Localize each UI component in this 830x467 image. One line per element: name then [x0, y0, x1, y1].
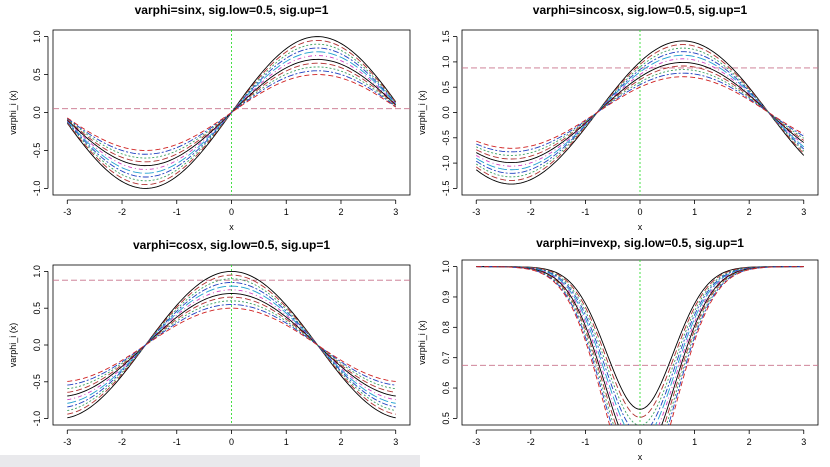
x-axis-label: x — [229, 222, 234, 232]
series-line-5 — [476, 54, 805, 171]
curves — [462, 30, 818, 195]
x-tick-label: 2 — [338, 207, 343, 217]
x-tick-label: 3 — [801, 207, 806, 217]
y-axis-label: varphi_i (x) — [417, 90, 427, 135]
panel-invexp: varphi=invexp, sig.low=0.5, sig.up=1 -3 -2… — [417, 236, 819, 462]
y-tick-label: 0.0 — [441, 106, 451, 119]
x-tick-label: -1 — [173, 207, 181, 217]
series-line-3 — [66, 43, 397, 182]
panel-cos: varphi=cosx, sig.low=0.5, sig.up=1 -3 -2 -1… — [8, 238, 411, 462]
x-tick-label: 2 — [338, 437, 343, 447]
x-tick-label: 3 — [393, 207, 398, 217]
x-tick-label: -1 — [581, 437, 589, 447]
series-line-1 — [475, 40, 805, 185]
x-axis-label: x — [638, 452, 643, 462]
y-tick-label: 0.5 — [32, 68, 42, 81]
bottom-bar — [0, 455, 420, 467]
series-line-10 — [67, 70, 396, 155]
y-axis-label: varphi_i (x) — [417, 320, 427, 365]
y-tick-label: 1.0 — [441, 260, 451, 273]
series-line-8 — [476, 266, 804, 425]
y-tick-label: 1.0 — [32, 30, 42, 43]
series-line-2 — [476, 266, 804, 418]
series-line-1 — [67, 270, 396, 419]
y-tick-label: 0.8 — [441, 321, 451, 334]
x-tick-label: -3 — [63, 207, 71, 217]
panel-title: varphi=cosx, sig.low=0.5, sig.up=1 — [133, 238, 330, 252]
y-tick-label: 0.5 — [441, 81, 451, 94]
series-line-7 — [67, 293, 396, 397]
y-tick-label: 0.0 — [32, 106, 42, 119]
series-line-9 — [67, 300, 396, 390]
y-tick-label: 0.5 — [441, 412, 451, 425]
series-line-7 — [476, 61, 805, 164]
panel-sincos: varphi=sincosx, sig.low=0.5, sig.up=1 -3 -… — [417, 3, 819, 232]
y-tick-label: 0.0 — [32, 339, 42, 352]
y-tick-label: 0.6 — [441, 382, 451, 395]
curves — [53, 265, 410, 425]
x-tick-label: -2 — [527, 207, 535, 217]
panel-title: varphi=invexp, sig.low=0.5, sig.up=1 — [536, 236, 744, 250]
y-tick-label: 1.5 — [441, 30, 451, 43]
x-tick-label: 0 — [637, 207, 642, 217]
x-tick-label: -3 — [63, 437, 71, 447]
x-tick-label: 2 — [747, 437, 752, 447]
series-line-11 — [67, 307, 396, 382]
x-tick-label: 1 — [284, 207, 289, 217]
x-tick-label: 0 — [229, 437, 234, 447]
series-line-5 — [67, 285, 396, 404]
x-tick-label: 2 — [747, 207, 752, 217]
series-line-2 — [475, 44, 805, 181]
x-tick-label: -1 — [173, 437, 181, 447]
series-line-8 — [67, 296, 396, 393]
x-tick-label: -2 — [527, 437, 535, 447]
series-line-4 — [475, 51, 805, 174]
x-tick-label: -1 — [581, 207, 589, 217]
panel-sin: varphi=sinx, sig.low=0.5, sig.up=1 -3 -2 -1… — [8, 3, 411, 232]
y-axis-label: varphi_i (x) — [8, 90, 18, 135]
y-tick-label: -0.5 — [32, 143, 42, 159]
series-line-11 — [476, 76, 804, 149]
series-line-9 — [476, 69, 805, 156]
y-tick-label: 0.7 — [441, 351, 451, 364]
y-axis-label: varphi_i (x) — [8, 323, 18, 368]
y-tick-label: -1.5 — [441, 181, 451, 197]
series-line-7 — [476, 266, 804, 425]
x-tick-label: 0 — [229, 207, 234, 217]
y-tick-label: -0.5 — [32, 374, 42, 390]
x-tick-label: -3 — [472, 207, 480, 217]
series-line-6 — [476, 266, 804, 425]
y-tick-label: -1.0 — [441, 155, 451, 171]
x-tick-label: 1 — [284, 437, 289, 447]
y-tick-label: -1.0 — [32, 181, 42, 197]
series-line-6 — [67, 289, 396, 401]
x-tick-label: 1 — [692, 437, 697, 447]
y-tick-label: -1.0 — [32, 411, 42, 427]
x-tick-label: 1 — [692, 207, 697, 217]
y-tick-label: 0.5 — [32, 302, 42, 315]
series-line-6 — [476, 58, 805, 167]
series-line-10 — [476, 72, 804, 153]
panel-title: varphi=sinx, sig.low=0.5, sig.up=1 — [135, 3, 329, 17]
x-tick-label: 3 — [393, 437, 398, 447]
x-tick-label: -2 — [118, 207, 126, 217]
y-tick-label: -0.5 — [441, 130, 451, 146]
series-line-8 — [476, 65, 805, 160]
curves — [53, 30, 410, 195]
x-axis-label: x — [638, 222, 643, 232]
panel-title: varphi=sincosx, sig.low=0.5, sig.up=1 — [533, 3, 748, 17]
curves — [462, 260, 818, 425]
x-tick-label: -3 — [472, 437, 480, 447]
x-tick-label: -2 — [118, 437, 126, 447]
series-line-10 — [67, 304, 396, 386]
y-tick-label: 1.0 — [32, 265, 42, 278]
y-tick-label: 1.0 — [441, 56, 451, 69]
y-tick-label: 0.9 — [441, 291, 451, 304]
series-line-2 — [67, 274, 396, 415]
x-tick-label: 3 — [801, 437, 806, 447]
x-tick-label: 0 — [637, 437, 642, 447]
